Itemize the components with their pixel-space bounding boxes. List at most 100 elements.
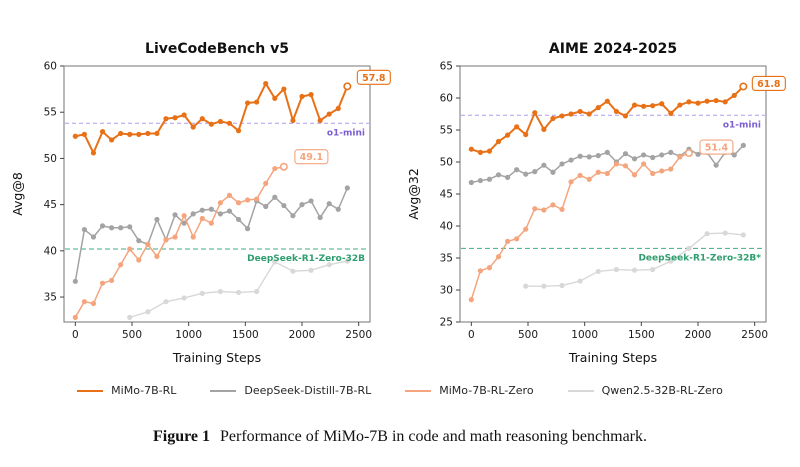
data-point [595, 268, 601, 275]
data-point [532, 110, 538, 116]
x-tick-label: 2500 [741, 329, 768, 341]
x-tick-label: 1000 [571, 329, 598, 341]
y-tick-label: 40 [44, 245, 57, 257]
data-point [145, 241, 151, 247]
x-tick-label: 0 [72, 329, 79, 341]
data-point [604, 98, 610, 104]
data-point [245, 100, 251, 106]
data-point [468, 179, 474, 186]
data-point [559, 206, 565, 212]
data-point [505, 174, 511, 180]
data-point [668, 166, 674, 172]
data-point [235, 200, 242, 206]
data-point [308, 198, 314, 204]
figure-caption-text: Performance of MiMo-7B in code and math … [220, 428, 647, 445]
data-point [335, 206, 341, 212]
data-point [190, 234, 196, 240]
data-point [344, 185, 350, 191]
data-point [263, 80, 269, 87]
data-point [163, 237, 169, 243]
data-point [514, 236, 520, 242]
data-point [613, 266, 619, 273]
data-point [713, 97, 719, 104]
data-point [72, 278, 78, 284]
x-tick-label: 1500 [232, 329, 259, 341]
data-point [650, 154, 656, 161]
data-point [72, 133, 78, 139]
data-point [199, 116, 205, 122]
data-point [118, 130, 124, 137]
data-point [272, 165, 278, 172]
data-point [550, 115, 556, 122]
data-point [90, 300, 97, 307]
data-point [235, 289, 242, 296]
data-point [595, 169, 601, 175]
annotation-box [294, 149, 329, 165]
data-point [495, 254, 502, 260]
data-point [686, 99, 692, 105]
data-point [217, 200, 223, 206]
data-point [739, 82, 748, 91]
x-axis-label: Training Steps [172, 350, 261, 365]
data-point [226, 208, 233, 214]
data-point [199, 207, 205, 213]
data-point [740, 232, 746, 238]
data-point [622, 151, 629, 157]
data-point [235, 128, 242, 134]
data-point [290, 268, 296, 274]
reference-label-o1-mini: o1-mini [723, 120, 761, 130]
data-point [326, 111, 332, 117]
data-point [199, 215, 205, 222]
data-point [523, 131, 529, 138]
data-point [299, 93, 305, 100]
data-point [154, 130, 160, 137]
data-point [486, 265, 493, 271]
data-point [650, 103, 656, 109]
data-point [272, 194, 278, 200]
data-point [641, 103, 647, 109]
data-point [279, 162, 288, 171]
data-point [217, 118, 223, 125]
chart-aime-2024-2025: AIME 2024-2025 0 500 1000 1500 2000 2500 25 30 35… [404, 34, 792, 370]
figure-caption: Figure 1 Performance of MiMo-7B in code a… [0, 428, 800, 446]
data-point [136, 131, 142, 137]
data-point [613, 108, 619, 115]
y-tick-label: 45 [44, 199, 57, 211]
legend-item-qwen2-5-32b-rl-zero: Qwen2.5-32B-RL-Zero [567, 384, 723, 397]
data-point [568, 111, 574, 117]
x-tick-label: 1500 [628, 329, 655, 341]
data-point [254, 99, 260, 105]
annotation-box [751, 75, 786, 92]
annotation-value: 57.8 [362, 73, 386, 84]
legend-label: Qwen2.5-32B-RL-Zero [601, 384, 723, 397]
data-point [181, 220, 187, 226]
data-point [677, 154, 683, 160]
data-point [343, 82, 352, 91]
data-point [145, 309, 151, 315]
data-point [136, 238, 142, 244]
data-point [245, 197, 251, 203]
x-tick-label: 500 [518, 329, 538, 341]
data-point [181, 295, 187, 301]
chart-title: AIME 2024-2025 [549, 41, 677, 57]
data-point [81, 299, 87, 305]
x-tick-label: 2000 [289, 329, 316, 341]
data-point [684, 149, 693, 158]
data-point [172, 234, 178, 240]
data-point [335, 105, 341, 112]
data-point [486, 176, 493, 182]
data-point [245, 226, 251, 232]
y-axis-label: Avg@8 [10, 172, 25, 216]
annotation-box [699, 139, 734, 155]
plot-frame [459, 65, 767, 323]
data-point [127, 246, 133, 252]
data-point [109, 277, 115, 284]
data-point [99, 129, 106, 135]
data-point [595, 105, 601, 111]
data-point [477, 268, 483, 274]
data-point [505, 132, 511, 138]
data-point [668, 258, 674, 264]
y-tick-label: 45 [440, 189, 453, 201]
x-tick-label: 1000 [175, 329, 202, 341]
data-point [704, 98, 710, 104]
